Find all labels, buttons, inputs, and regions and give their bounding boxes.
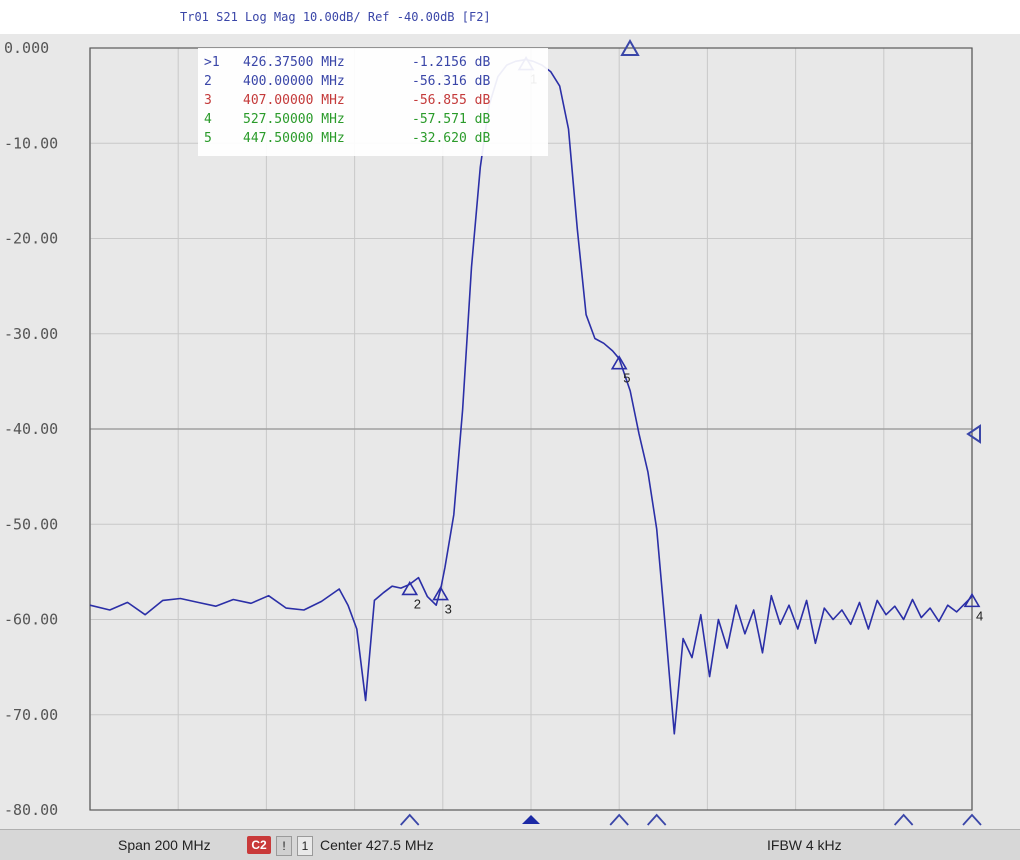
marker-4-frequency: 527.50000 MHz <box>243 112 345 127</box>
center-frequency-status[interactable]: Center 427.5 MHz <box>320 837 434 853</box>
channel-badge[interactable]: C2 <box>247 836 271 854</box>
trace-marker-label: 3 <box>445 602 452 617</box>
marker-icon[interactable] <box>432 585 449 601</box>
plot-background <box>0 34 1020 829</box>
marker-5-id: 5 <box>204 131 212 146</box>
trace-marker-label: 5 <box>623 371 630 386</box>
s21-trace-chart[interactable]: 0.000 -10.00 -20.00 -30.00 -40.00 -50.00 -60.0… <box>0 34 1020 829</box>
marker-1-id: >1 <box>204 55 220 70</box>
bottom-marker-icon[interactable] <box>647 813 667 826</box>
marker-3-value: -56.855 dB <box>412 93 490 108</box>
bottom-marker-icon[interactable] <box>400 813 420 826</box>
y-axis-tick-label: -80.00 <box>4 801 58 819</box>
marker-2-value: -56.316 dB <box>412 74 490 89</box>
trace-layer <box>89 58 973 735</box>
span-status[interactable]: Span 200 MHz <box>118 837 211 853</box>
status-bar: Span 200 MHz C2 ! 1 Center 427.5 MHz IFB… <box>0 829 1020 860</box>
marker-1-frequency: 426.37500 MHz <box>243 55 345 70</box>
marker-2-id: 2 <box>204 74 212 89</box>
marker-5-value: -32.620 dB <box>412 131 490 146</box>
marker-readout-box <box>198 48 548 156</box>
y-axis-tick-label: -60.00 <box>4 611 58 629</box>
marker-4-value: -57.571 dB <box>412 112 490 127</box>
marker-5-frequency: 447.50000 MHz <box>243 131 345 146</box>
bottom-marker-icon[interactable] <box>962 813 982 826</box>
trace-marker-label: 2 <box>414 596 421 611</box>
y-axis-tick-label: -70.00 <box>4 706 58 724</box>
center-marker-icon[interactable] <box>522 815 540 824</box>
y-axis-tick-label: -30.00 <box>4 325 58 343</box>
right-reference-icon[interactable] <box>966 424 981 444</box>
trace-marker-label: 4 <box>976 608 983 623</box>
trace-title-bar[interactable]: Tr01 S21 Log Mag 10.00dB/ Ref -40.00dB [… <box>0 0 1020 36</box>
plot-area[interactable]: 0.000 -10.00 -20.00 -30.00 -40.00 -50.00 -60.0… <box>0 34 1020 829</box>
bottom-marker-icon[interactable] <box>893 813 914 826</box>
grid-lines <box>89 47 973 811</box>
bottom-marker-icon[interactable] <box>609 813 629 826</box>
marker-4-id: 4 <box>204 112 212 127</box>
marker-3-id: 3 <box>204 93 212 108</box>
marker-2-frequency: 400.00000 MHz <box>243 74 345 89</box>
y-axis-tick-label: 0.000 <box>4 39 49 57</box>
y-axis-tick-label: -50.00 <box>4 515 58 533</box>
trace-title: Tr01 S21 Log Mag 10.00dB/ Ref -40.00dB [… <box>180 10 491 24</box>
marker-icon[interactable] <box>610 355 628 370</box>
marker-icon[interactable] <box>963 592 981 608</box>
reference-marker-icon[interactable] <box>620 38 640 56</box>
y-axis-tick-label: -20.00 <box>4 230 58 248</box>
marker-icon[interactable] <box>401 580 419 596</box>
y-axis-tick-label: -10.00 <box>4 134 58 152</box>
y-axis-labels: 0.000 -10.00 -20.00 -30.00 -40.00 -50.00 -60.0… <box>4 39 58 819</box>
ifbw-status[interactable]: IFBW 4 kHz <box>767 837 842 853</box>
marker-1-value: -1.2156 dB <box>412 55 490 70</box>
warning-badge[interactable]: ! <box>276 836 292 856</box>
marker-3-frequency: 407.00000 MHz <box>243 93 345 108</box>
channel-number-badge[interactable]: 1 <box>297 836 313 856</box>
trace-line[interactable] <box>89 58 973 735</box>
y-axis-tick-label: -40.00 <box>4 420 58 438</box>
